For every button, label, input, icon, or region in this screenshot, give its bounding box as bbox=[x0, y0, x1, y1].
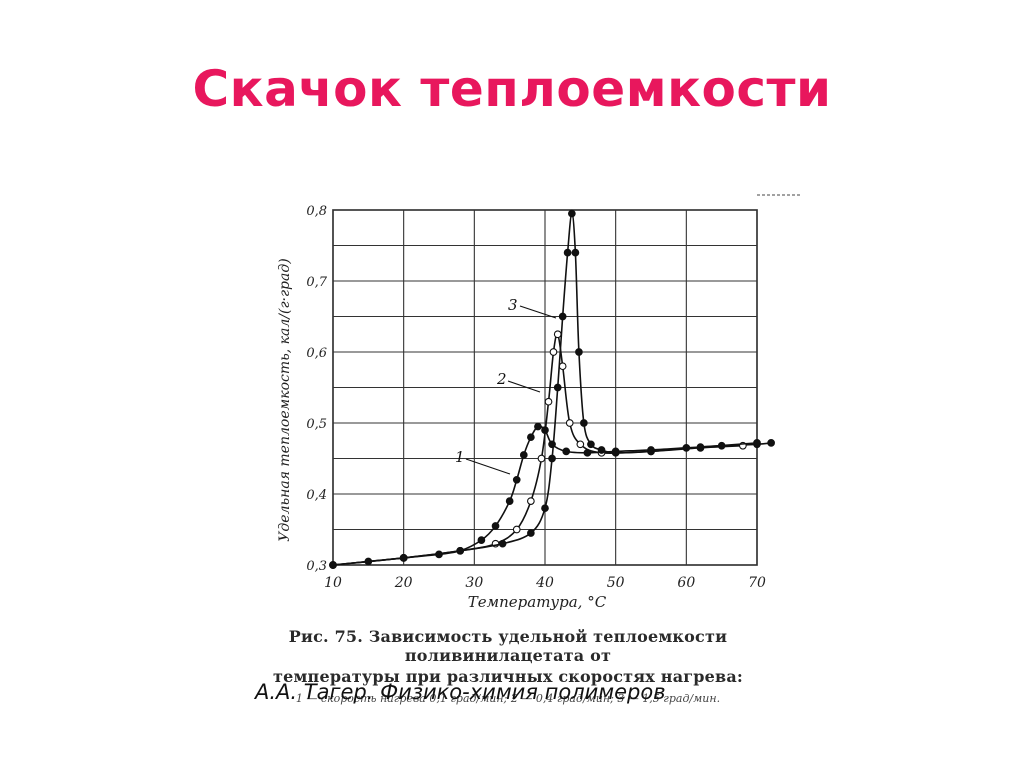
data-point-1 bbox=[562, 447, 571, 456]
data-point-3 bbox=[329, 561, 337, 569]
data-point-3 bbox=[611, 448, 620, 457]
data-point-2 bbox=[537, 454, 546, 463]
data-point-1 bbox=[512, 475, 521, 484]
leader-line-1 bbox=[465, 458, 511, 475]
data-point-1 bbox=[477, 536, 486, 545]
x-tick-label: 10 bbox=[324, 575, 342, 591]
data-point-3 bbox=[580, 419, 588, 427]
data-point-3 bbox=[498, 539, 507, 548]
x-tick-label: 20 bbox=[394, 575, 413, 591]
y-tick-label: 0,6 bbox=[306, 346, 327, 361]
data-point-3 bbox=[597, 446, 606, 454]
data-point-3 bbox=[399, 554, 408, 562]
data-point-2 bbox=[565, 419, 574, 427]
data-point-3 bbox=[548, 454, 556, 463]
leader-line-2 bbox=[507, 380, 541, 393]
y-tick-label: 0,3 bbox=[306, 559, 327, 574]
data-point-2 bbox=[544, 397, 553, 406]
data-point-3 bbox=[568, 209, 576, 218]
slide-title: Скачок теплоемкости bbox=[192, 60, 832, 118]
y-axis-label: Удельная теплоемкость, кал/(г·град) bbox=[277, 258, 293, 541]
series-3 bbox=[329, 209, 761, 569]
data-point-1 bbox=[519, 451, 528, 459]
caption-line-2: температуры при различных скоростях нагр… bbox=[272, 667, 744, 686]
chart-ticks: 10 20 30 40 50 60 70 0,3 0,4 0,5 0,6 0,7 0,8 bbox=[306, 204, 766, 591]
data-point-1 bbox=[505, 497, 514, 505]
leader-line-3 bbox=[519, 305, 557, 319]
data-point-3 bbox=[553, 383, 562, 392]
y-tick-label: 0,8 bbox=[306, 204, 327, 219]
chart-labels: Температура, °С Удельная теплоемкость, к… bbox=[277, 258, 607, 611]
data-point-1 bbox=[527, 433, 535, 442]
data-point-1 bbox=[767, 439, 775, 447]
x-axis-label: Температура, °С bbox=[468, 593, 607, 611]
figure-caption: Рис. 75. Зависимость удельной теплоемкос… bbox=[208, 627, 808, 705]
data-point-3 bbox=[696, 443, 705, 451]
series-1 bbox=[329, 422, 775, 569]
data-point-1 bbox=[491, 522, 500, 530]
data-point-3 bbox=[587, 440, 595, 449]
series-2 bbox=[329, 330, 747, 569]
data-point-2 bbox=[576, 440, 585, 449]
series-label-1: 1 bbox=[455, 448, 465, 466]
x-tick-label: 40 bbox=[535, 575, 554, 591]
x-tick-label: 50 bbox=[607, 575, 625, 591]
data-point-3 bbox=[541, 504, 549, 513]
x-tick-label: 30 bbox=[465, 575, 483, 591]
series-label-3: 3 bbox=[508, 296, 518, 314]
x-tick-label: 60 bbox=[677, 575, 695, 591]
y-tick-label: 0,4 bbox=[306, 488, 327, 503]
data-point-3 bbox=[753, 439, 761, 447]
caption-line-3: 1 — скорость нагрева 0,1 град/мин; 2 — 0… bbox=[295, 692, 721, 705]
data-point-1 bbox=[534, 422, 542, 431]
data-point-2 bbox=[527, 497, 535, 505]
data-point-3 bbox=[527, 529, 535, 537]
data-point-3 bbox=[571, 248, 580, 257]
data-point-3 bbox=[456, 546, 465, 555]
chart-grid bbox=[332, 194, 802, 566]
data-point-3 bbox=[647, 447, 655, 456]
caption-line-1: Рис. 75. Зависимость удельной теплоемкос… bbox=[288, 627, 728, 665]
data-point-3 bbox=[563, 248, 572, 257]
source-attribution: А.А. Тагер. Физико-химия полимеров bbox=[255, 680, 666, 704]
data-point-2 bbox=[512, 525, 521, 534]
data-point-2 bbox=[553, 330, 562, 339]
data-point-3 bbox=[558, 312, 567, 321]
series-label-2: 2 bbox=[496, 370, 507, 388]
y-tick-label: 0,7 bbox=[306, 275, 327, 290]
y-tick-label: 0,5 bbox=[306, 417, 327, 432]
chart-series: 1 2 3 bbox=[329, 209, 775, 569]
data-point-3 bbox=[575, 348, 583, 356]
data-point-2 bbox=[549, 348, 558, 356]
x-tick-label: 70 bbox=[748, 575, 766, 591]
data-point-2 bbox=[558, 362, 567, 371]
